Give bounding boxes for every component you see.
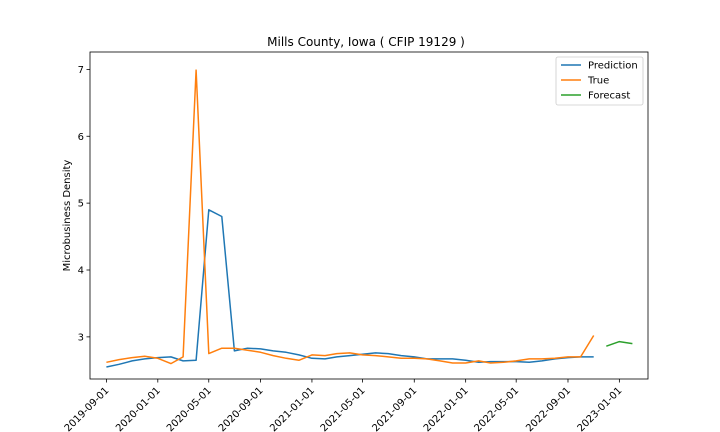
legend-frame: [555, 56, 644, 106]
legend-label-prediction: Prediction: [588, 61, 638, 72]
series-line-true: [106, 69, 595, 365]
plot-frame: [89, 51, 649, 380]
y-tick-label: 3: [78, 332, 84, 343]
y-axis-title: Microbusiness Density: [62, 160, 73, 272]
legend-label-true: True: [587, 76, 609, 87]
y-tick-label: 6: [78, 132, 84, 143]
series-line-forecast: [606, 340, 633, 347]
legend: Prediction True Forecast: [555, 56, 644, 106]
plot-series: [106, 69, 633, 368]
y-tick-label: 4: [78, 266, 84, 277]
chart-title: Mills County, Iowa ( CFIP 19129 ): [267, 35, 465, 49]
legend-label-forecast: Forecast: [588, 91, 630, 102]
y-tick-label: 7: [78, 65, 84, 76]
y-tick-label: 5: [78, 199, 84, 210]
y-axis: 3 4 5 6 7: [78, 65, 90, 343]
